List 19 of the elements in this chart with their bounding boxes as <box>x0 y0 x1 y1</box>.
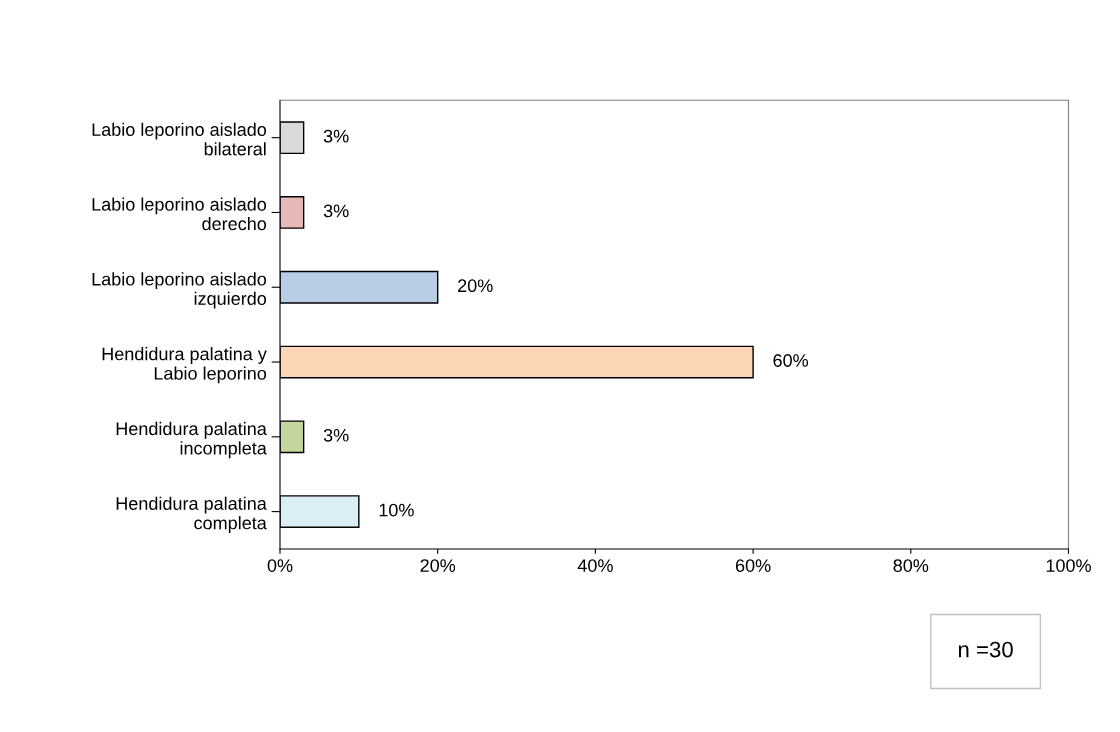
y-tick-label: Hendidura palatina completa <box>116 496 267 533</box>
x-tick-label: 0% <box>267 559 293 572</box>
data-label: 3% <box>323 204 349 218</box>
data-label: 10% <box>379 503 414 517</box>
x-tick-label: 80% <box>893 559 929 572</box>
x-tick-label: 20% <box>420 559 456 572</box>
data-label: 3% <box>323 428 349 442</box>
x-tick-label: 100% <box>1046 559 1091 572</box>
x-tick-label: 60% <box>735 559 771 572</box>
y-tick-label: Hendidura palatina y Labio leporino <box>102 347 267 384</box>
data-label: 60% <box>773 354 809 367</box>
data-label: 20% <box>458 279 493 293</box>
y-tick-label: Labio leporino aislado bilateral <box>92 122 267 156</box>
x-tick-label: 40% <box>577 559 613 572</box>
y-tick-label: Labio leporino aislado izquierdo <box>92 272 267 309</box>
text: n =30 <box>958 641 1013 658</box>
y-tick-label: Hendidura palatina incompleta <box>116 421 267 459</box>
y-tick-label: Labio leporino aislado derecho <box>92 197 267 231</box>
data-label: 3% <box>323 129 349 143</box>
